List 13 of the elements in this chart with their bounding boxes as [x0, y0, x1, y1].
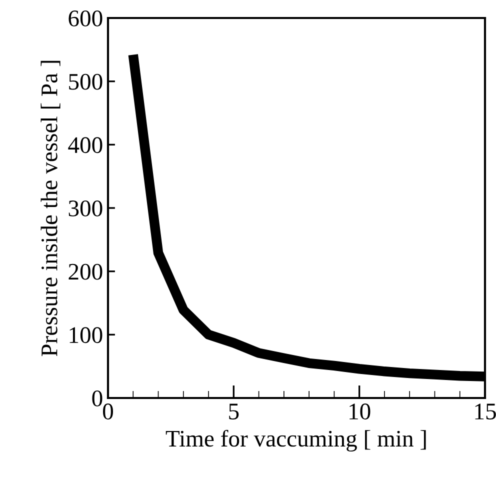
y-tick-label: 500: [69, 74, 102, 90]
y-tick-label: 400: [68, 137, 102, 154]
x-axis-title: Time for vaccuming [ min ]: [166, 430, 426, 452]
y-tick-label: 200: [68, 264, 102, 280]
y-tick-label: 300: [68, 200, 102, 216]
y-tick-label: 600: [68, 10, 102, 26]
y-tick-label: 0: [92, 390, 102, 406]
x-tick-label: 15: [475, 404, 496, 420]
x-tick-label: 5: [229, 404, 239, 420]
x-tick-label: 0: [102, 404, 114, 420]
y-tick-label: 100: [70, 327, 102, 344]
x-tick-label: 10: [350, 404, 370, 420]
y-axis-title: Pressure inside the vessel [ Pa ]: [40, 60, 60, 356]
